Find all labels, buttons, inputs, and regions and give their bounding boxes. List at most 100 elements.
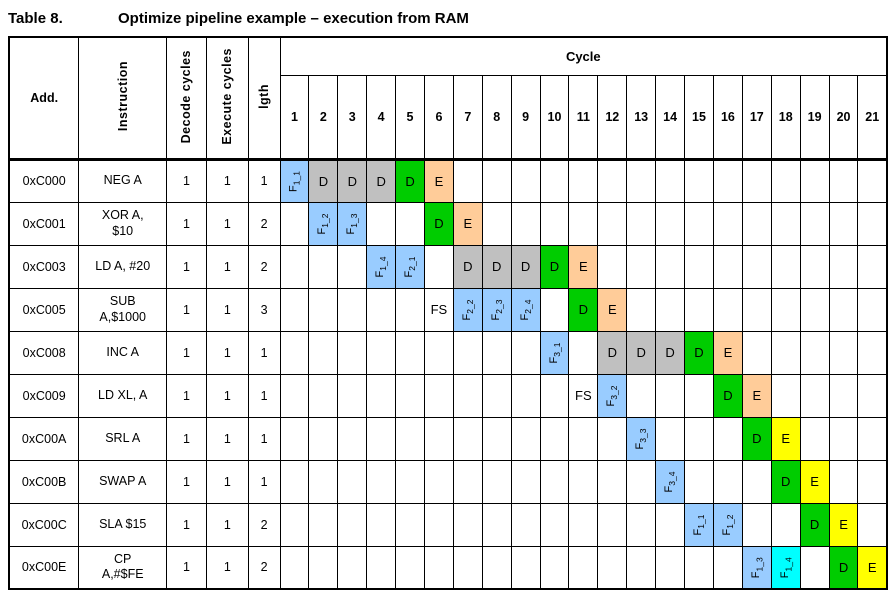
empty-cycle-cell [423, 545, 454, 590]
header-instruction: Instruction [78, 36, 168, 160]
empty-cycle-cell [452, 373, 483, 418]
pipeline-cell-F2_4: F2_4 [510, 287, 541, 332]
empty-cycle-cell [741, 244, 772, 289]
empty-cycle-cell [279, 244, 310, 289]
empty-cycle-cell [857, 287, 888, 332]
pipeline-cell-D: D [366, 157, 397, 203]
empty-cycle-cell [539, 459, 570, 504]
empty-cycle-cell [279, 373, 310, 418]
empty-cycle-cell [626, 459, 657, 504]
empty-cycle-cell [279, 287, 310, 332]
header-instruction-label: Instruction [115, 61, 130, 132]
empty-cycle-cell [626, 201, 657, 246]
empty-cycle-cell [423, 244, 454, 289]
empty-cycle-cell [539, 201, 570, 246]
table-title: Table 8. Optimize pipeline example – exe… [8, 10, 888, 27]
empty-cycle-cell [857, 244, 888, 289]
decode-cycles-cell: 1 [166, 244, 207, 289]
empty-cycle-cell [712, 545, 743, 590]
address-cell: 0xC008 [8, 330, 80, 375]
decode-cycles-cell: 1 [166, 502, 207, 547]
table-number: Table 8. [8, 10, 63, 27]
empty-cycle-cell [337, 373, 368, 418]
empty-cycle-cell [308, 244, 339, 289]
pipeline-cell-D: D [684, 330, 714, 375]
empty-cycle-cell [539, 373, 570, 418]
empty-cycle-cell [770, 330, 801, 375]
empty-cycle-cell [741, 459, 772, 504]
cycle-number-3: 3 [337, 74, 368, 160]
empty-cycle-cell [539, 545, 570, 590]
pipeline-cell-F1_3: F1_3 [337, 201, 368, 246]
empty-cycle-cell [481, 545, 512, 590]
address-cell: 0xC000 [8, 157, 80, 203]
empty-cycle-cell [626, 157, 657, 203]
empty-cycle-cell [395, 416, 425, 461]
cycle-number-16: 16 [712, 74, 743, 160]
empty-cycle-cell [510, 157, 541, 203]
empty-cycle-cell [337, 416, 368, 461]
empty-cycle-cell [741, 157, 772, 203]
empty-cycle-cell [597, 157, 628, 203]
empty-cycle-cell [597, 459, 628, 504]
instruction-cell: XOR A, $10 [78, 201, 168, 246]
pipeline-cell-F3_2: F3_2 [597, 373, 628, 418]
execute-cycles-cell: 1 [205, 244, 249, 289]
pipeline-cell-E: E [741, 373, 772, 418]
empty-cycle-cell [655, 157, 686, 203]
empty-cycle-cell [308, 330, 339, 375]
empty-cycle-cell [510, 545, 541, 590]
empty-cycle-cell [597, 502, 628, 547]
lgth-cell: 3 [247, 287, 281, 332]
empty-cycle-cell [366, 201, 397, 246]
empty-cycle-cell [568, 545, 599, 590]
pipeline-cell-E: E [828, 502, 859, 547]
pipeline-cell-F1_4: F1_4 [366, 244, 397, 289]
empty-cycle-cell [828, 201, 859, 246]
empty-cycle-cell [337, 502, 368, 547]
empty-cycle-cell [481, 157, 512, 203]
cycle-number-18: 18 [770, 74, 801, 160]
pipeline-cell-D: D [510, 244, 541, 289]
empty-cycle-cell [337, 459, 368, 504]
empty-cycle-cell [423, 330, 454, 375]
header-lgth: lgth [247, 36, 281, 160]
instruction-cell: SLA $15 [78, 502, 168, 547]
empty-cycle-cell [799, 201, 830, 246]
address-cell: 0xC00E [8, 545, 80, 590]
empty-cycle-cell [395, 502, 425, 547]
decode-cycles-cell: 1 [166, 459, 207, 504]
cycle-number-10: 10 [539, 74, 570, 160]
empty-cycle-cell [308, 502, 339, 547]
pipeline-cell-E: E [770, 416, 801, 461]
empty-cycle-cell [452, 502, 483, 547]
empty-cycle-cell [423, 459, 454, 504]
empty-cycle-cell [626, 502, 657, 547]
pipeline-cell-D: D [741, 416, 772, 461]
empty-cycle-cell [568, 157, 599, 203]
empty-cycle-cell [395, 287, 425, 332]
table-row: 0xC00C SLA $15 1 1 2 F1_1 F1_2 D E [8, 502, 888, 547]
empty-cycle-cell [423, 502, 454, 547]
empty-cycle-cell [712, 287, 743, 332]
empty-cycle-cell [279, 330, 310, 375]
empty-cycle-cell [770, 201, 801, 246]
empty-cycle-cell [828, 244, 859, 289]
pipeline-cell-E: E [857, 545, 888, 590]
lgth-cell: 2 [247, 502, 281, 547]
empty-cycle-cell [684, 545, 714, 590]
empty-cycle-cell [684, 201, 714, 246]
empty-cycle-cell [337, 287, 368, 332]
header-row-top: Add. Instruction Decode cycles Execute c… [8, 36, 888, 160]
empty-cycle-cell [510, 373, 541, 418]
decode-cycles-cell: 1 [166, 287, 207, 332]
cycle-number-12: 12 [597, 74, 628, 160]
instruction-cell: SUB A,$1000 [78, 287, 168, 332]
empty-cycle-cell [741, 287, 772, 332]
execute-cycles-cell: 1 [205, 459, 249, 504]
empty-cycle-cell [337, 330, 368, 375]
empty-cycle-cell [828, 459, 859, 504]
empty-cycle-cell [279, 416, 310, 461]
empty-cycle-cell [741, 201, 772, 246]
table-row: 0xC000 NEG A 1 1 1 F1_1 D D D D E [8, 157, 888, 203]
